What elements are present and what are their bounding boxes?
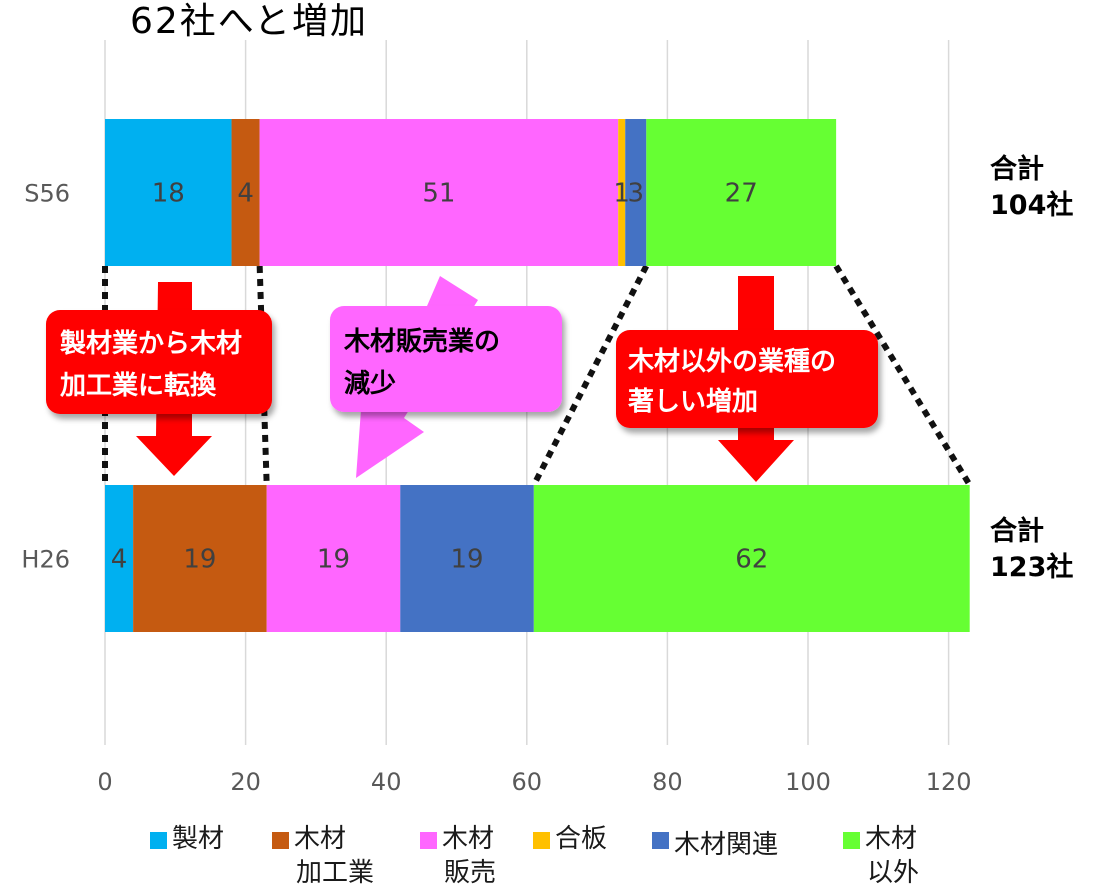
x-tick-label: 80 <box>652 768 683 796</box>
legend-label-group: 木材 販売 <box>442 822 496 890</box>
legend-label: 木材 <box>865 824 918 854</box>
legend-label: 木材 <box>294 824 347 854</box>
bar-segment <box>266 485 401 632</box>
data-label: 27 <box>725 179 758 209</box>
total-h26-line2: 123社 <box>990 552 1074 583</box>
bar-segment <box>533 485 970 632</box>
bar-segment <box>133 485 267 632</box>
callout-box <box>616 330 878 428</box>
callout-text: 減少 <box>344 369 396 399</box>
bar-segment <box>259 119 619 266</box>
x-tick-label: 0 <box>97 768 112 796</box>
legend-label: 製材 <box>172 824 225 854</box>
x-tick-label: 20 <box>230 768 261 796</box>
category-label: H26 <box>21 546 70 574</box>
callout-text: 加工業に転換 <box>60 371 217 401</box>
legend-item-kakougyou: 木材 加工業 <box>272 822 374 890</box>
data-label: 3 <box>627 179 644 209</box>
chart-headline: 62社へと増加 <box>130 1 369 42</box>
legend-swatch <box>533 832 550 849</box>
bar-segment <box>105 485 134 632</box>
legend-swatch <box>150 832 167 849</box>
legend-swatch <box>652 832 669 849</box>
bar-segment <box>646 119 837 266</box>
total-s56-line1: 合計 <box>990 154 1044 185</box>
data-label: 19 <box>183 545 216 575</box>
legend-swatch <box>272 832 289 849</box>
data-label: 4 <box>111 545 128 575</box>
total-s56: 合計 104社 <box>990 152 1073 224</box>
total-s56-line2: 104社 <box>990 190 1074 221</box>
legend-label: 合板 <box>555 824 608 854</box>
legend-label: 木材 <box>442 824 495 854</box>
data-label: 19 <box>317 545 350 575</box>
total-h26: 合計 123社 <box>990 514 1073 586</box>
bar-segment <box>400 485 534 632</box>
data-label: 51 <box>422 179 455 209</box>
bar-segment <box>625 119 647 266</box>
callout-text: 木材以外の業種の <box>627 347 836 377</box>
legend-label-line2: 加工業 <box>296 858 375 888</box>
dotted-connector <box>531 264 649 487</box>
legend-item-gouban: 合板 <box>533 822 607 856</box>
legend: 製材 木材 加工業 木材 販売 合板 木材関連 木材 <box>0 822 1106 894</box>
legend-item-igai: 木材 以外 <box>843 822 919 890</box>
x-tick-label: 40 <box>371 768 402 796</box>
legend-item-seizai: 製材 <box>150 822 224 856</box>
callout-box <box>46 310 272 414</box>
category-label: S56 <box>24 180 70 208</box>
legend-swatch <box>420 832 437 849</box>
data-label: 18 <box>152 179 185 209</box>
x-tick-label: 100 <box>785 768 831 796</box>
data-label: 4 <box>237 179 254 209</box>
legend-label-group: 木材 加工業 <box>294 822 374 890</box>
bar-segment <box>618 119 626 266</box>
data-label: 1 <box>613 179 630 209</box>
x-tick-label: 120 <box>926 768 972 796</box>
callout-box <box>330 306 562 412</box>
legend-label-group: 木材 以外 <box>865 822 919 890</box>
legend-label-line2: 以外 <box>867 858 920 888</box>
bar-segment <box>231 119 260 266</box>
total-h26-line1: 合計 <box>990 516 1044 547</box>
legend-item-kanren: 木材関連 <box>652 822 778 862</box>
dotted-connector <box>833 264 973 487</box>
legend-label-line2: 販売 <box>444 858 497 888</box>
x-tick-label: 60 <box>512 768 543 796</box>
data-label: 19 <box>450 545 483 575</box>
callout-text: 木材販売業の <box>343 327 500 357</box>
bar-segment <box>105 119 232 266</box>
legend-swatch <box>843 832 860 849</box>
legend-label: 木材関連 <box>674 830 779 860</box>
legend-item-hanbai: 木材 販売 <box>420 822 496 890</box>
callout-text: 製材業から木材 <box>60 329 242 359</box>
callout-text: 著しい増加 <box>627 387 758 417</box>
data-label: 62 <box>735 545 768 575</box>
